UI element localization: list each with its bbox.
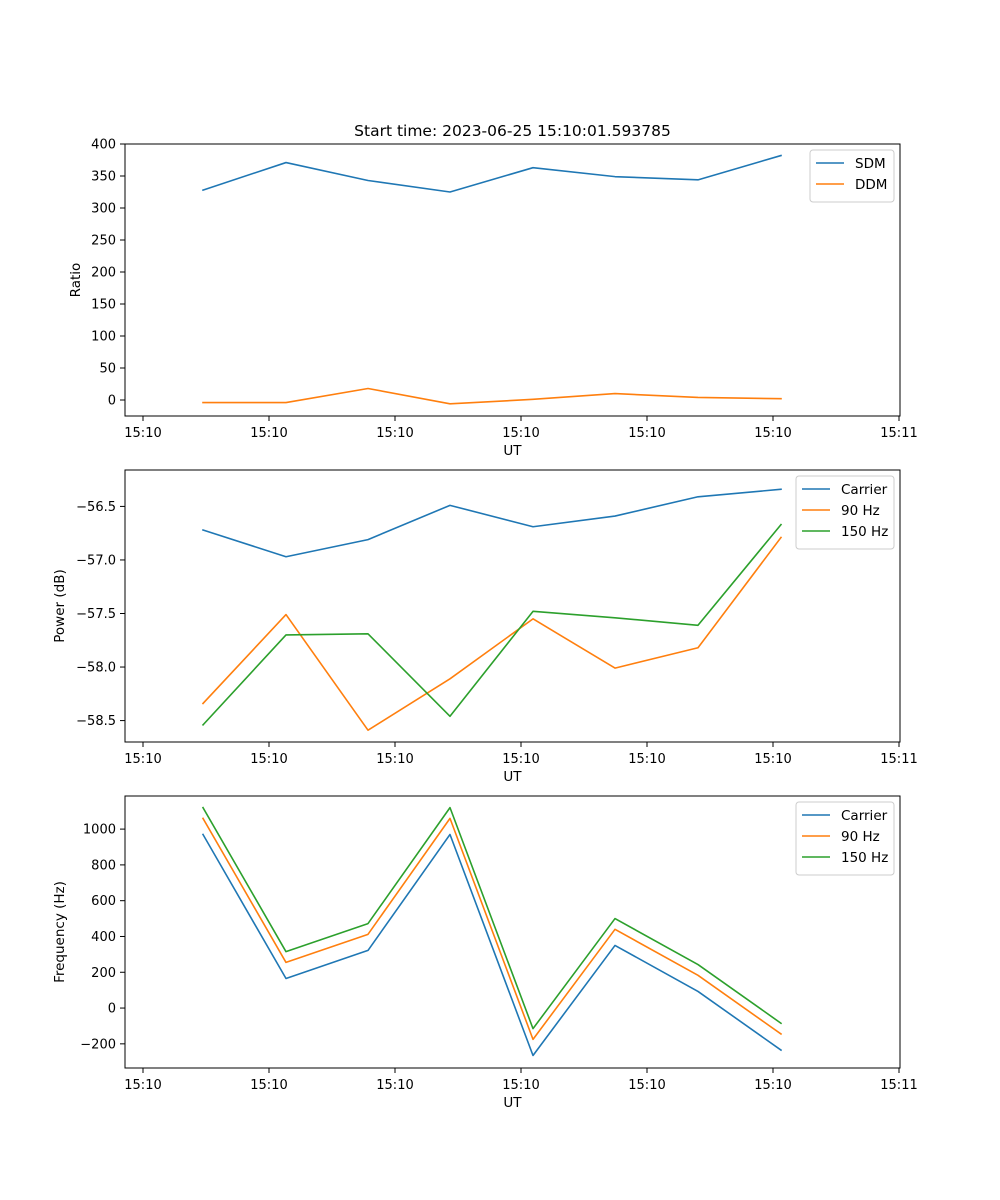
series-line-150-hz (201, 523, 783, 727)
legend-label: Carrier (841, 482, 888, 498)
series-line-carrier (201, 488, 782, 558)
x-tick-label: 15:10 (628, 1078, 665, 1093)
y-tick-label: 0 (108, 394, 116, 409)
x-tick-label: 15:10 (376, 1078, 413, 1093)
legend: Carrier 90 Hz 150 Hz (795, 475, 895, 550)
x-tick-label: 15:10 (754, 752, 791, 767)
plot-frame (124, 143, 901, 417)
y-tick-label: 600 (91, 894, 116, 909)
y-tick-label: 800 (91, 858, 116, 873)
x-axis-label: UT (503, 443, 522, 459)
y-tick-label: 50 (99, 362, 116, 377)
x-tick-label: 15:10 (502, 752, 539, 767)
y-axis-label: Ratio (68, 263, 84, 298)
legend-label: Carrier (841, 808, 888, 824)
x-tick-label: 15:10 (628, 426, 665, 441)
series-line-ddm (202, 387, 782, 405)
legend-label: SDM (855, 156, 886, 172)
x-tick-label: 15:10 (754, 426, 791, 441)
x-tick-label: 15:11 (880, 426, 917, 441)
x-tick-label: 15:10 (502, 426, 539, 441)
y-tick-label: −58.5 (76, 714, 116, 729)
y-tick-label: 1000 (83, 823, 116, 838)
y-tick-label: −200 (80, 1037, 116, 1052)
y-tick-label: −56.5 (76, 500, 116, 515)
y-axis-label: Power (dB) (52, 569, 68, 642)
y-tick-label: 200 (91, 266, 116, 281)
series-line-sdm (201, 154, 782, 193)
x-tick-label: 15:10 (124, 1078, 161, 1093)
x-tick-label: 15:10 (754, 1078, 791, 1093)
chart-panel-3: 15:10 15:10 15:10 15:10 15:10 15:10 15:11 −200 0… (52, 795, 918, 1111)
y-tick-label: −57.0 (76, 553, 116, 568)
legend: SDM DDM (809, 149, 895, 203)
x-tick-label: 15:10 (502, 1078, 539, 1093)
y-tick-label: −58.0 (76, 661, 116, 676)
legend-label: 150 Hz (841, 524, 888, 540)
y-tick-label: 300 (91, 202, 116, 217)
y-tick-label: 400 (91, 930, 116, 945)
x-tick-label: 15:10 (250, 752, 287, 767)
y-tick-label: 400 (91, 138, 116, 153)
y-tick-label: 250 (91, 234, 116, 249)
x-tick-label: 15:11 (880, 752, 917, 767)
y-tick-label: −57.5 (76, 607, 116, 622)
chart-title: Start time: 2023-06-25 15:10:01.593785 (354, 122, 671, 140)
legend: Carrier 90 Hz 150 Hz (795, 801, 895, 876)
series-line-90-hz (201, 536, 783, 732)
x-tick-label: 15:10 (250, 1078, 287, 1093)
y-axis-label: Frequency (Hz) (52, 881, 68, 983)
plot-frame (124, 469, 901, 743)
series-line-150-hz (201, 806, 783, 1030)
x-tick-label: 15:11 (880, 1078, 917, 1093)
x-tick-label: 15:10 (628, 752, 665, 767)
chart-panel-1: Start time: 2023-06-25 15:10:01.593785 15… (68, 122, 918, 459)
legend-label: 90 Hz (841, 829, 880, 845)
y-tick-label: 150 (91, 298, 116, 313)
x-tick-label: 15:10 (250, 426, 287, 441)
legend-label: 150 Hz (841, 850, 888, 866)
y-tick-label: 100 (91, 330, 116, 345)
y-tick-label: 0 (108, 1002, 116, 1017)
legend-label: DDM (855, 177, 887, 193)
x-tick-label: 15:10 (376, 426, 413, 441)
series-line-90-hz (201, 817, 783, 1041)
x-axis-label: UT (503, 1095, 522, 1111)
plot-frame (124, 795, 901, 1069)
chart-panel-2: 15:10 15:10 15:10 15:10 15:10 15:10 15:11 −56.5… (52, 469, 918, 785)
x-tick-label: 15:10 (376, 752, 413, 767)
x-tick-label: 15:10 (124, 752, 161, 767)
legend-label: 90 Hz (841, 503, 880, 519)
y-tick-label: 200 (91, 966, 116, 981)
series-line-carrier (201, 833, 783, 1057)
x-axis-label: UT (503, 769, 522, 785)
x-tick-label: 15:10 (124, 426, 161, 441)
y-tick-label: 350 (91, 170, 116, 185)
